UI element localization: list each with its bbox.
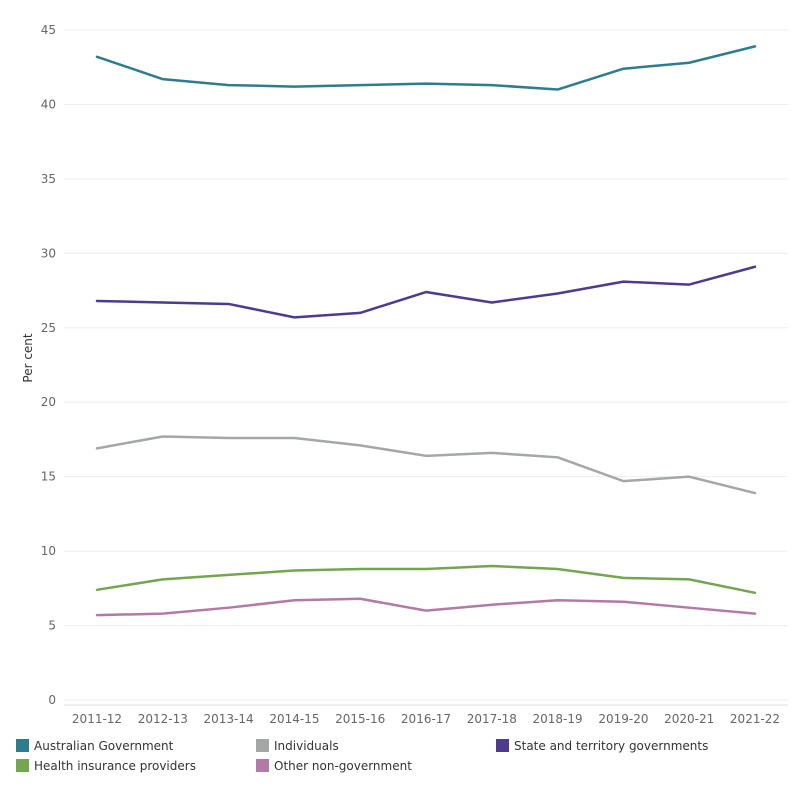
y-tick-label: 35 — [41, 172, 56, 186]
y-tick-label: 10 — [41, 544, 56, 558]
y-tick-label: 15 — [41, 470, 56, 484]
series-line — [95, 45, 757, 91]
x-tick-label: 2017-18 — [467, 712, 517, 726]
legend-label: State and territory governments — [514, 739, 708, 753]
x-tick-label: 2011-12 — [72, 712, 122, 726]
y-tick-label: 20 — [41, 395, 56, 409]
legend-label: Individuals — [274, 739, 339, 753]
legend-label: Australian Government — [34, 739, 174, 753]
y-tick-label: 25 — [41, 321, 56, 335]
legend-swatch — [16, 739, 29, 752]
gridlines — [64, 29, 788, 706]
series-line — [95, 597, 757, 617]
y-tick-label: 45 — [41, 23, 56, 37]
x-tick-label: 2012-13 — [138, 712, 188, 726]
y-tick-label: 0 — [48, 693, 56, 707]
x-tick-label: 2018-19 — [533, 712, 583, 726]
y-tick-label: 5 — [48, 619, 56, 633]
legend-label: Health insurance providers — [34, 759, 196, 773]
legend-swatch — [16, 759, 29, 772]
x-tick-label: 2021-22 — [730, 712, 780, 726]
legend: Australian Government Individuals State an… — [16, 739, 708, 773]
series-lines — [95, 45, 757, 617]
y-tick-label: 30 — [41, 246, 56, 260]
x-tick-label: 2019-20 — [598, 712, 648, 726]
x-tick-label: 2014-15 — [269, 712, 319, 726]
legend-swatch — [496, 739, 509, 752]
x-tick-label: 2020-21 — [664, 712, 714, 726]
y-tick-label: 40 — [41, 97, 56, 111]
x-axis-ticks: 2011-12 2012-13 2013-14 2014-15 2015-16 2016-… — [72, 712, 780, 726]
x-tick-label: 2013-14 — [204, 712, 254, 726]
x-tick-label: 2016-17 — [401, 712, 451, 726]
y-axis-label: Per cent — [21, 333, 35, 383]
series-line — [95, 265, 757, 319]
legend-swatch — [256, 739, 269, 752]
series-line — [95, 435, 757, 495]
legend-label: Other non-government — [274, 759, 412, 773]
y-axis-ticks: 0 5 10 15 20 25 30 35 40 45 — [41, 23, 56, 707]
x-tick-label: 2015-16 — [335, 712, 385, 726]
legend-swatch — [256, 759, 269, 772]
series-line — [95, 564, 757, 595]
